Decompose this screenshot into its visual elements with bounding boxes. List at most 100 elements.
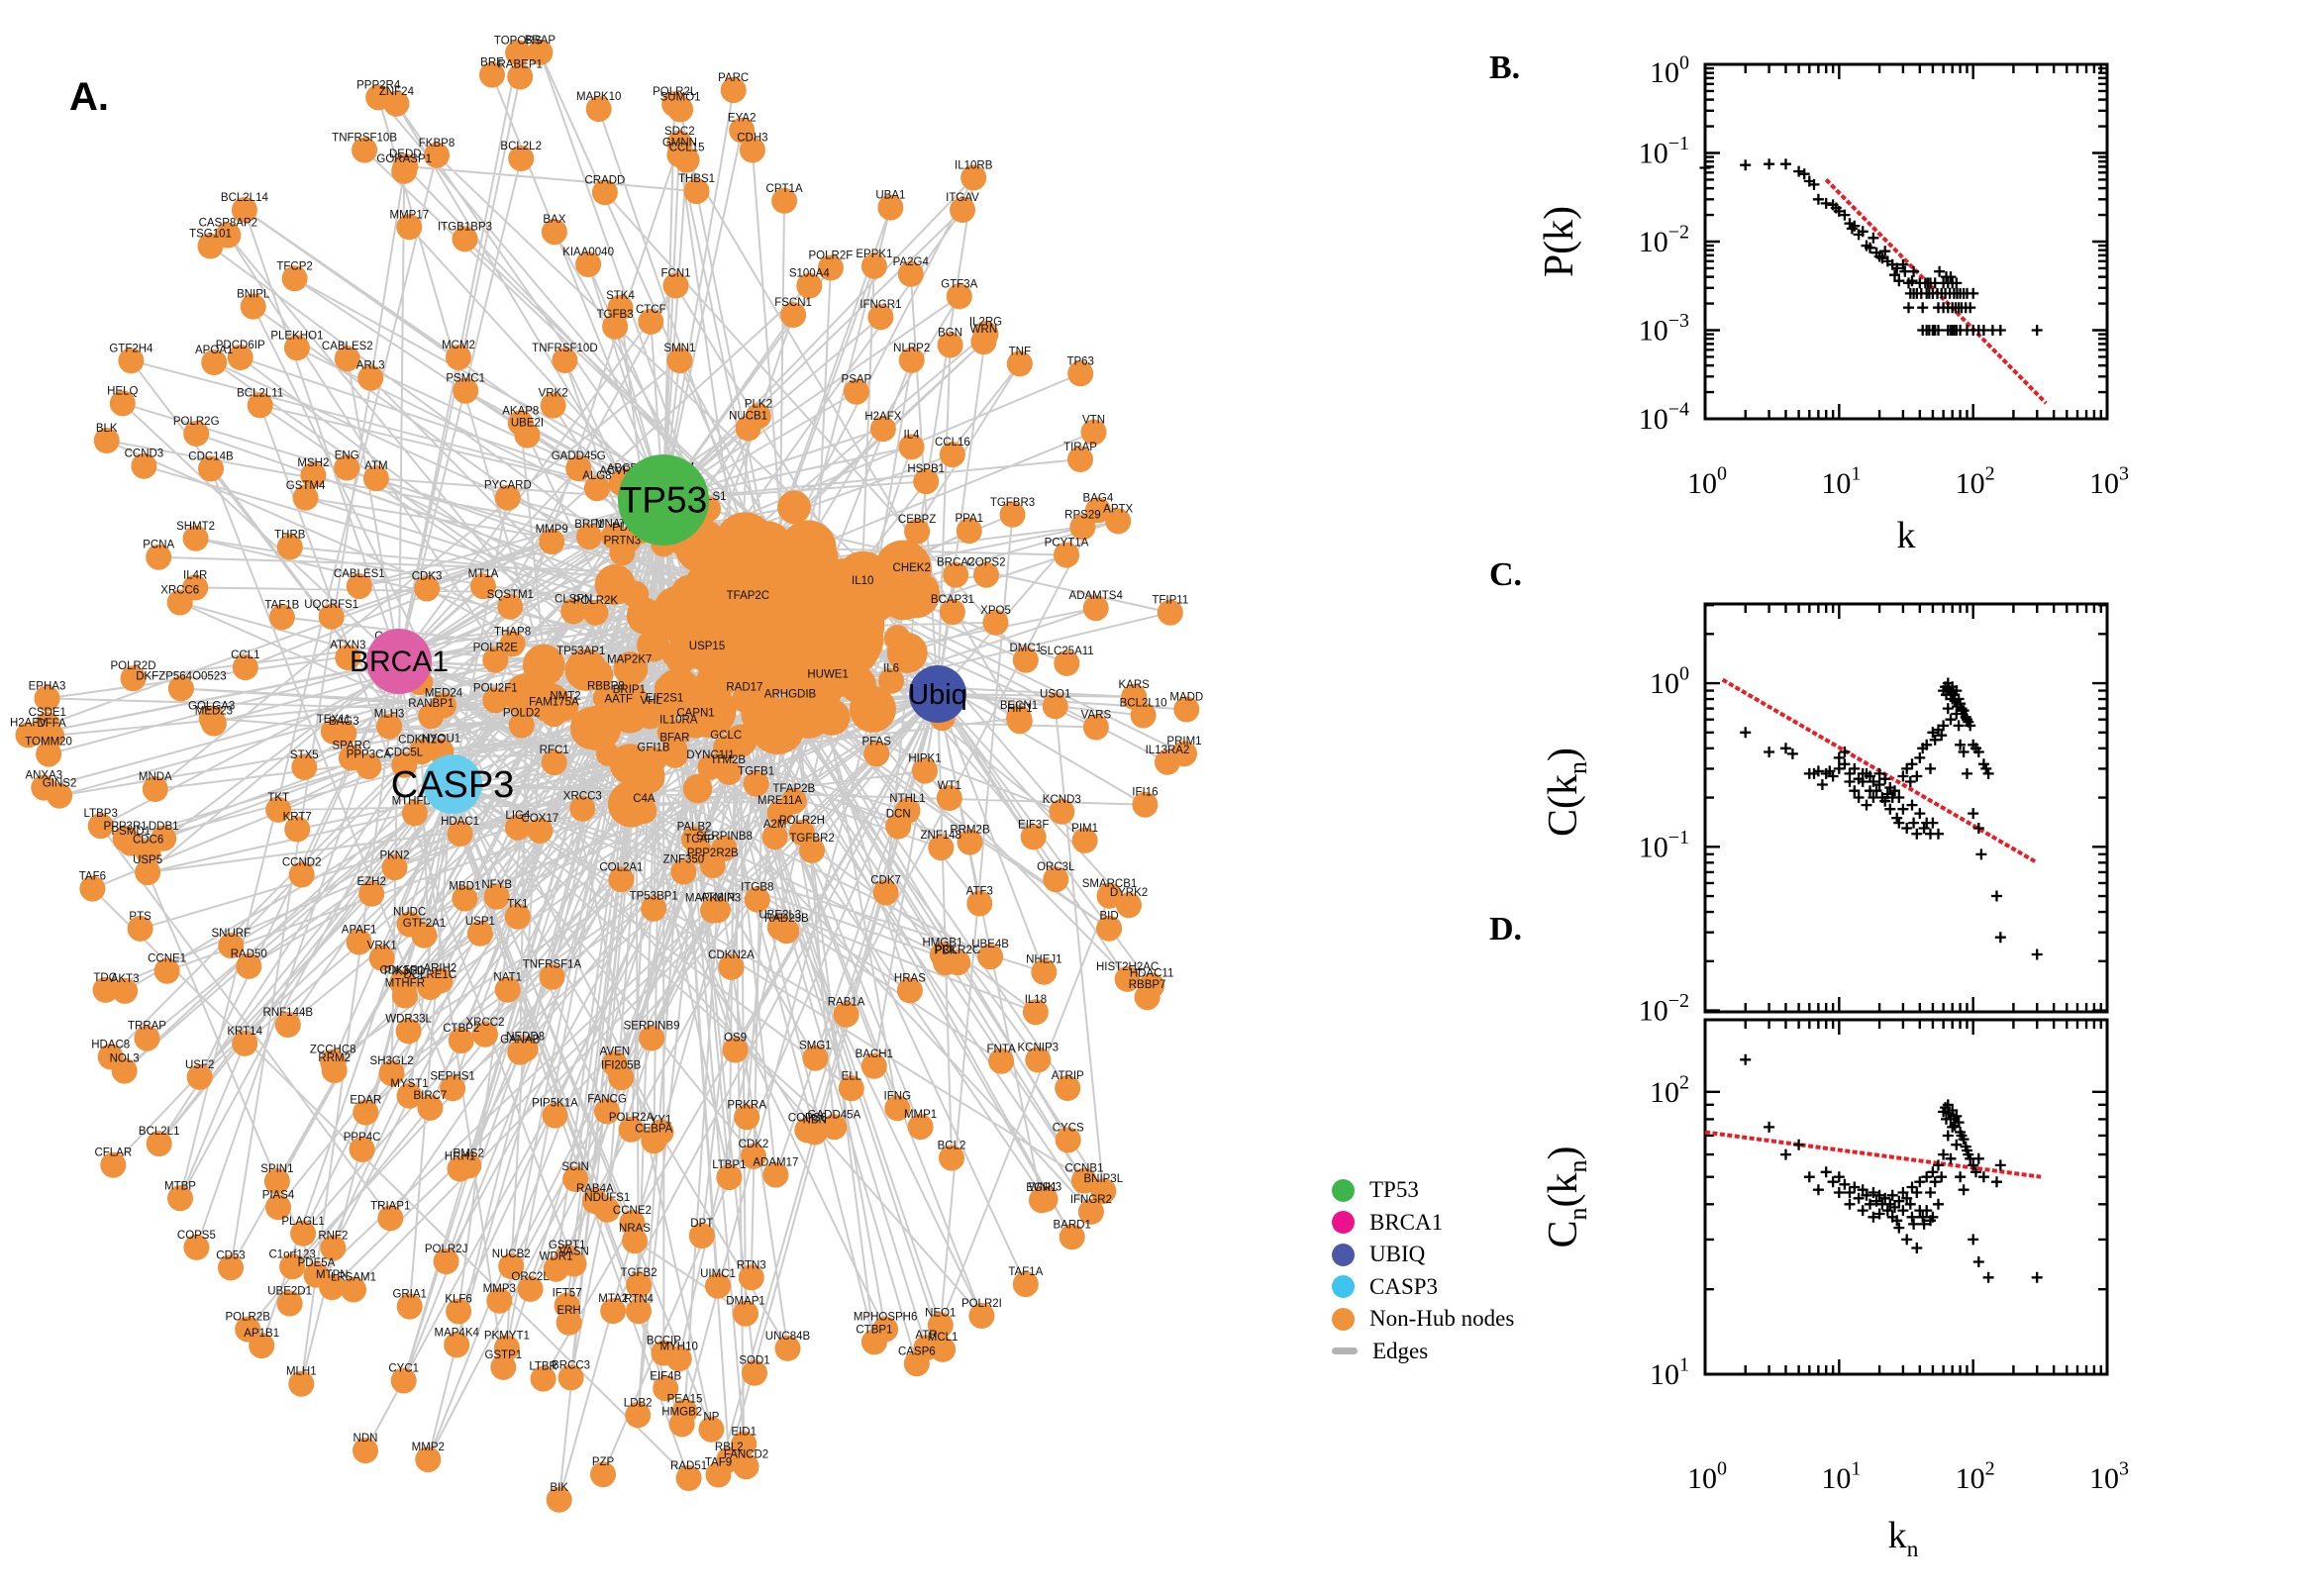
network-node	[1025, 1047, 1052, 1073]
network-node-label: PPP2R4	[356, 79, 401, 91]
network-node-label: SUMO1	[660, 92, 701, 104]
network-node-label: EGR1	[1026, 1182, 1057, 1194]
node-swatch-icon	[1332, 1275, 1355, 1299]
network-node-label: PDE5A	[298, 1257, 336, 1269]
network-node-label: PALB2	[677, 822, 712, 834]
network-node-label: ATMIN	[700, 892, 735, 904]
network-node-label: ARHGDIB	[764, 689, 817, 701]
network-node	[127, 915, 153, 942]
network-node-label: ANXA3	[25, 770, 62, 782]
network-node-label: TP53AP1	[556, 646, 605, 657]
network-node	[928, 835, 955, 861]
network-node-label: CASP6	[898, 1346, 936, 1357]
network-node-label: HIPK1	[908, 753, 941, 765]
network-node-label: MBD1	[449, 881, 480, 893]
network-node-label: LRSAM1	[331, 1272, 376, 1284]
network-node	[575, 251, 602, 277]
network-node-label: MSH2	[297, 457, 329, 469]
network-node	[392, 153, 419, 179]
network-node	[850, 580, 876, 607]
network-node	[134, 1025, 160, 1051]
tick-label: 10−1	[1639, 133, 1689, 170]
network-node	[774, 1335, 801, 1361]
network-node	[1077, 1198, 1104, 1225]
network-node	[1082, 714, 1109, 741]
network-node	[867, 304, 894, 331]
network-node-label: ZNF350	[663, 854, 705, 866]
network-node-label: KCNIP3	[1018, 1043, 1060, 1054]
network-node-label: PIK3CD	[384, 966, 426, 978]
panel-d-plot: 100 101 102 103 102 101 Cn(kn) kn	[1541, 1018, 2129, 1562]
network-node	[966, 890, 993, 917]
network-node	[817, 254, 844, 281]
network-node	[766, 800, 793, 826]
network-node	[486, 1287, 513, 1314]
hub-casp3-node	[423, 754, 482, 814]
network-node-label: CTBP1	[856, 1324, 892, 1336]
network-node-label: POLR2L	[653, 86, 697, 98]
network-node-label: MMP17	[389, 209, 429, 221]
network-node-label: SEPHS1	[430, 1070, 474, 1082]
network-node	[494, 976, 521, 1003]
network-node-label: THRB	[274, 530, 306, 542]
network-node	[648, 1119, 674, 1146]
network-node-label: PIAS4	[262, 1189, 295, 1201]
network-node-label: CD53	[216, 1249, 245, 1261]
network-node-label: THAP8	[494, 626, 531, 638]
network-node	[761, 824, 788, 850]
network-node-label: IL4R	[183, 570, 207, 582]
network-node	[718, 953, 745, 980]
network-node	[452, 226, 478, 252]
network-node	[494, 484, 521, 511]
network-node-label: RTN3	[737, 1259, 766, 1271]
network-node-label: PPA1	[956, 513, 984, 525]
network-node-label: FSCN1	[774, 297, 812, 309]
network-node-label: DDB1	[149, 821, 179, 833]
network-node-label: NUCB2	[492, 1248, 531, 1260]
network-node-label: SQSTM1	[487, 589, 534, 601]
network-node-label: DYNC1I1	[686, 749, 735, 761]
network-node-label: PARC	[718, 72, 749, 84]
tick-label: 100	[1650, 52, 1689, 90]
network-node-label: ERH	[556, 1305, 580, 1317]
network-node	[1155, 748, 1180, 775]
network-node-label: PRTN3	[604, 535, 642, 547]
network-node-label: BRE	[480, 57, 504, 69]
network-node	[665, 645, 696, 675]
tick-label: 103	[2089, 1458, 2129, 1496]
network-node	[666, 130, 693, 156]
network-node	[653, 1375, 679, 1402]
network-node	[763, 599, 800, 637]
network-node	[444, 1332, 470, 1358]
network-node-label: XRCC2	[466, 1017, 505, 1029]
network-node-label: USF2	[185, 1059, 214, 1071]
network-node-label: PRKRA	[727, 1099, 766, 1111]
network-node-label: GTF2A1	[403, 918, 446, 930]
network-node	[733, 1300, 758, 1327]
network-node-label: USP15	[689, 641, 725, 652]
network-node	[231, 197, 257, 223]
network-node	[120, 665, 147, 692]
network-node	[453, 377, 479, 404]
network-node	[479, 61, 505, 88]
tick-label: 10−1	[1639, 827, 1689, 864]
network-node-label: PIM1	[1071, 823, 1098, 835]
network-node-label: PKMYT1	[484, 1331, 530, 1343]
network-node	[833, 1001, 859, 1028]
network-node-label: PFAS	[861, 736, 891, 748]
network-node-label: TP63	[1066, 355, 1094, 367]
network-node-label: PTS	[129, 911, 152, 923]
network-node-label: IL6	[883, 663, 899, 675]
network-node-label: PA2G4	[893, 256, 930, 268]
network-node	[497, 593, 524, 620]
network-node-label: DYRK2	[1110, 887, 1148, 899]
network-node-label: HYOU1	[422, 734, 461, 746]
network-node	[268, 604, 295, 631]
network-node	[358, 880, 385, 907]
network-node-label: IFNGR1	[859, 299, 901, 311]
network-node	[801, 1119, 828, 1146]
network-node	[688, 1223, 715, 1249]
network-node	[433, 1248, 459, 1275]
network-node-label: MRE11A	[758, 795, 802, 807]
network-node-label: XRCC6	[160, 585, 199, 597]
